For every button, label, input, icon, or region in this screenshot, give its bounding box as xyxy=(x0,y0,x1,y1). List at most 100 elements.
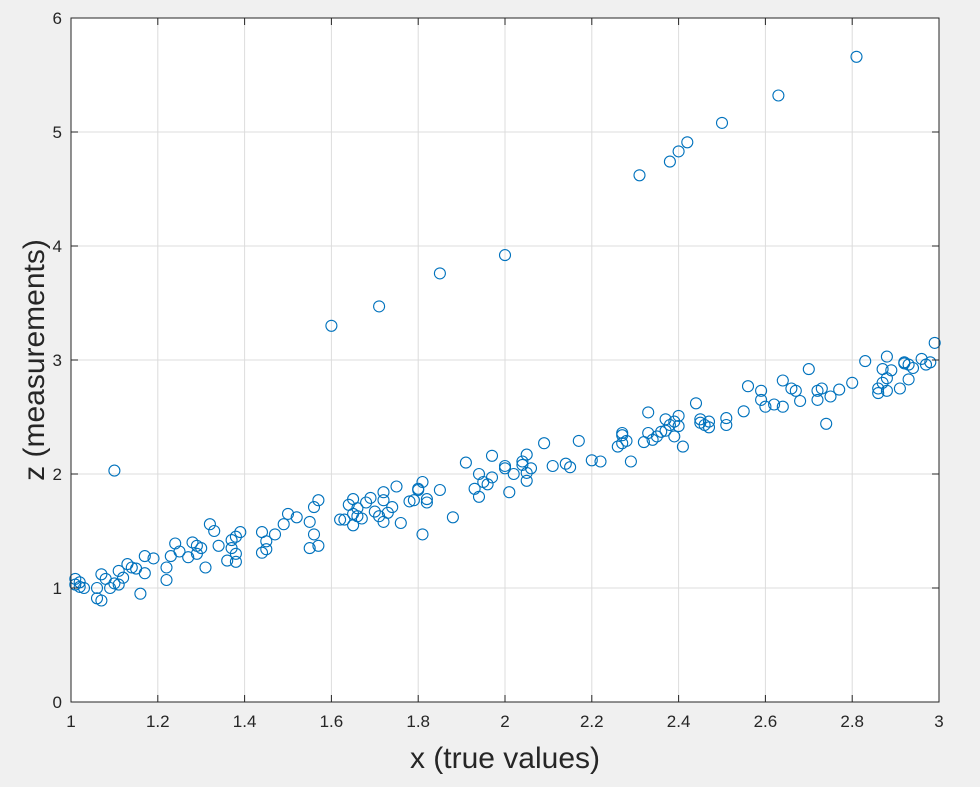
data-point xyxy=(268,528,282,541)
data-point xyxy=(572,434,585,447)
data-point xyxy=(672,145,685,158)
data-point xyxy=(234,526,247,539)
data-point xyxy=(73,580,86,593)
x-tick-label: 1.6 xyxy=(320,712,344,731)
data-point xyxy=(737,405,750,418)
data-point xyxy=(702,421,716,434)
data-point xyxy=(108,577,121,590)
data-point xyxy=(394,516,407,530)
data-point xyxy=(186,536,199,549)
data-point xyxy=(611,440,624,453)
x-tick-label: 2.8 xyxy=(840,712,864,731)
data-point xyxy=(373,300,386,313)
data-point xyxy=(307,501,321,514)
data-point xyxy=(681,136,694,149)
data-point xyxy=(303,542,316,555)
data-point xyxy=(772,89,785,102)
data-point xyxy=(906,361,920,375)
data-point xyxy=(108,464,121,477)
data-point xyxy=(633,169,646,182)
data-point xyxy=(433,483,446,497)
data-point xyxy=(559,457,572,470)
data-point xyxy=(768,398,781,411)
data-point xyxy=(503,486,516,499)
data-point xyxy=(520,466,533,479)
data-point xyxy=(446,511,459,524)
data-point xyxy=(759,400,772,413)
data-point xyxy=(663,418,676,432)
data-point xyxy=(546,459,559,473)
data-point xyxy=(182,551,195,564)
data-point xyxy=(229,547,242,560)
data-point xyxy=(481,478,494,491)
data-point xyxy=(720,418,733,432)
data-point xyxy=(850,50,863,63)
data-point xyxy=(668,430,681,443)
data-point xyxy=(390,480,403,493)
data-point xyxy=(663,155,676,168)
data-markers xyxy=(69,50,941,607)
x-tick-label: 1 xyxy=(66,712,75,731)
data-point xyxy=(307,528,321,541)
data-point xyxy=(885,364,898,377)
data-point xyxy=(676,440,689,453)
data-point xyxy=(138,550,151,563)
x-tick-label: 3 xyxy=(934,712,943,731)
data-point xyxy=(646,433,659,446)
data-point xyxy=(520,474,533,487)
data-point xyxy=(620,434,633,447)
data-point xyxy=(794,394,807,408)
data-point xyxy=(104,581,117,595)
x-tick-label: 2 xyxy=(500,712,509,731)
y-tick-label: 1 xyxy=(53,579,62,598)
data-point xyxy=(720,412,733,425)
data-point xyxy=(260,535,273,548)
data-point xyxy=(312,539,325,552)
data-point xyxy=(290,511,303,524)
data-point xyxy=(485,449,499,462)
data-point xyxy=(281,507,295,520)
data-point xyxy=(416,475,429,489)
data-point xyxy=(255,546,269,559)
data-point xyxy=(520,448,533,461)
data-point xyxy=(642,406,655,419)
data-point xyxy=(755,393,768,406)
data-point xyxy=(650,430,663,443)
data-point xyxy=(811,393,824,406)
data-point xyxy=(334,513,347,526)
data-point xyxy=(859,355,872,368)
data-point xyxy=(147,552,160,565)
data-point xyxy=(594,455,607,468)
y-tick-label: 5 xyxy=(53,123,62,142)
x-tick-label: 1.8 xyxy=(406,712,430,731)
data-point xyxy=(325,319,338,332)
data-point xyxy=(702,415,716,428)
data-point xyxy=(277,518,290,531)
x-axis-label: x (true values) xyxy=(410,742,600,775)
data-point xyxy=(564,461,577,474)
data-point xyxy=(880,384,893,397)
data-point xyxy=(893,382,906,395)
data-point xyxy=(377,486,390,499)
data-point xyxy=(789,384,802,397)
data-point xyxy=(624,455,637,468)
data-point xyxy=(77,581,91,595)
data-point xyxy=(498,462,512,475)
data-point xyxy=(386,501,399,514)
data-point xyxy=(138,567,151,580)
data-point xyxy=(360,496,373,509)
data-point xyxy=(203,518,216,531)
data-point xyxy=(507,467,520,481)
data-point xyxy=(208,524,221,538)
y-tick-label: 3 xyxy=(53,351,62,370)
data-point xyxy=(689,397,703,410)
data-point xyxy=(833,383,846,396)
data-point xyxy=(741,380,755,393)
data-point xyxy=(485,471,499,484)
data-point xyxy=(229,555,242,568)
y-axis-label: z (measurements) xyxy=(18,239,51,481)
data-point xyxy=(95,568,108,581)
